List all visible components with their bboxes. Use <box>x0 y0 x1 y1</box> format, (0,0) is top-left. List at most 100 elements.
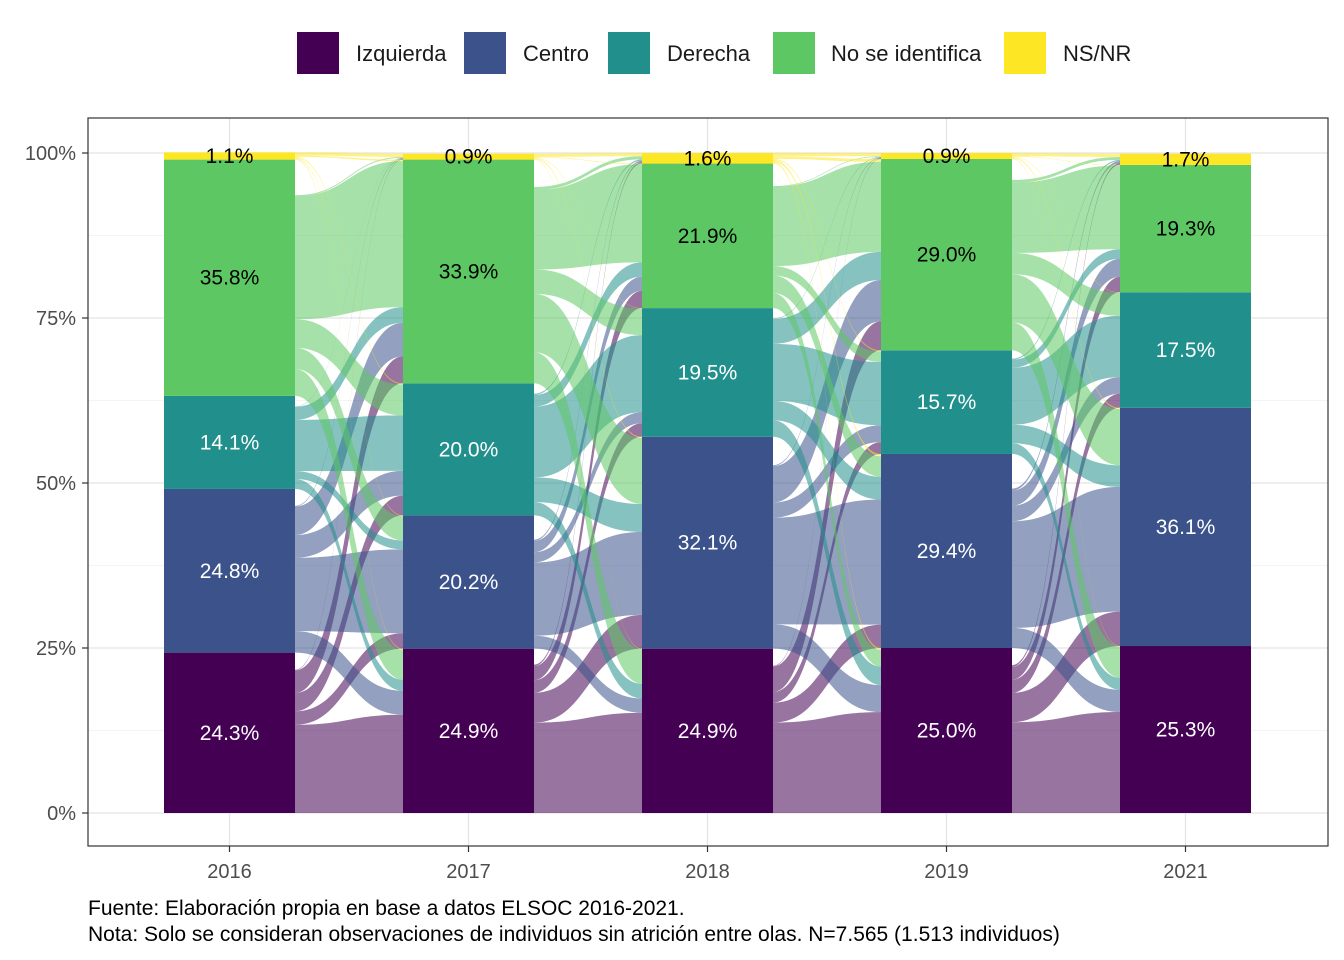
flow-ns-nr-to-centro <box>773 159 881 457</box>
flow-centro-to-centro <box>295 549 403 634</box>
bar-segment-centro-2018 <box>642 436 773 649</box>
flow-ns-nr-to-izquierda <box>295 158 403 650</box>
flow-no-se-identifica-to-ns-nr <box>295 156 403 197</box>
data-label-ns-nr-2016: 1.1% <box>206 145 254 168</box>
caption-source: Fuente: Elaboración propia en base a dat… <box>88 897 685 920</box>
flow-ns-nr-to-no-se-identifica <box>1012 156 1120 166</box>
data-label-derecha-2018: 19.5% <box>678 361 738 384</box>
flow-derecha-to-centro <box>1012 424 1120 487</box>
flow-ns-nr-to-no-se-identifica <box>534 156 642 165</box>
flow-ns-nr-to-centro <box>1012 157 1120 409</box>
flow-derecha-to-izquierda <box>1012 443 1120 690</box>
legend-label-izquierda: Izquierda <box>356 41 447 66</box>
x-tick-label-2016: 2016 <box>207 861 252 883</box>
flow-izquierda-to-izquierda <box>1012 712 1120 813</box>
bar-segment-derecha-2019 <box>881 350 1012 454</box>
data-label-izquierda-2017: 24.9% <box>439 720 499 743</box>
flow-izquierda-to-izquierda <box>534 712 642 813</box>
data-label-izquierda-2021: 25.3% <box>1156 719 1216 742</box>
data-label-no-se-identifica-2017: 33.9% <box>439 260 499 283</box>
legend-label-ns-nr: NS/NR <box>1063 41 1132 66</box>
flow-centro-to-izquierda <box>773 624 881 713</box>
bar-segment-derecha-2021 <box>1120 292 1251 408</box>
flow-izquierda-to-izquierda <box>295 714 403 813</box>
data-label-izquierda-2018: 24.9% <box>678 720 738 743</box>
flow-no-se-identifica-to-ns-nr <box>773 156 881 187</box>
flow-ns-nr-to-ns-nr <box>534 153 642 157</box>
data-label-ns-nr-2019: 0.9% <box>923 145 971 168</box>
bar-segment-izquierda-2017 <box>403 648 534 813</box>
y-tick-label: 50% <box>36 473 76 495</box>
flow-no-se-identifica-to-no-se-identifica <box>773 161 881 267</box>
bar-segment-centro-2016 <box>164 488 295 653</box>
flow-derecha-to-ns-nr <box>534 159 642 395</box>
flow-centro-to-centro <box>773 499 881 625</box>
flow-derecha-to-no-se-identifica <box>1012 249 1120 368</box>
bar-segment-no-se-identifica-2017 <box>403 159 534 384</box>
bar-segment-izquierda-2021 <box>1120 646 1251 813</box>
caption: Fuente: Elaboración propia en base a dat… <box>88 896 1060 948</box>
flow-centro-to-ns-nr <box>1012 160 1120 491</box>
data-label-izquierda-2016: 24.3% <box>200 722 260 745</box>
bar-segment-ns-nr-2019 <box>881 153 1012 159</box>
bar-segment-ns-nr-2021 <box>1120 153 1251 165</box>
bar-segment-izquierda-2018 <box>642 648 773 813</box>
flow-no-se-identifica-to-no-se-identifica <box>295 161 403 320</box>
x-tick-label-2017: 2017 <box>446 861 491 883</box>
flow-no-se-identifica-to-izquierda <box>534 352 642 684</box>
flow-no-se-identifica-to-centro <box>295 347 403 541</box>
data-label-centro-2018: 32.1% <box>678 532 738 555</box>
flow-ns-nr-to-centro <box>534 157 642 439</box>
flow-centro-to-ns-nr <box>295 158 403 507</box>
flow-no-se-identifica-to-derecha <box>534 269 642 336</box>
flow-centro-to-centro <box>1012 486 1120 628</box>
flow-ns-nr-to-izquierda <box>534 159 642 650</box>
bar-segment-izquierda-2016 <box>164 652 295 813</box>
data-label-no-se-identifica-2018: 21.9% <box>678 225 738 248</box>
y-tick-label: 0% <box>47 803 76 825</box>
legend-swatch-izquierda <box>297 32 339 74</box>
bar-segment-centro-2017 <box>403 515 534 649</box>
flow-no-se-identifica-to-centro <box>534 293 642 504</box>
flow-no-se-identifica-to-no-se-identifica <box>1012 165 1120 253</box>
y-tick-label: 75% <box>36 308 76 330</box>
flow-no-se-identifica-to-ns-nr <box>1012 156 1120 183</box>
flow-centro-to-izquierda <box>534 635 642 713</box>
flow-ns-nr-to-no-se-identifica <box>773 156 881 162</box>
bar-segment-derecha-2016 <box>164 395 295 489</box>
bar-segment-ns-nr-2016 <box>164 152 295 160</box>
flow-ns-nr-to-izquierda <box>1012 158 1120 647</box>
bar-segment-no-se-identifica-2019 <box>881 158 1012 351</box>
bar-segment-no-se-identifica-2021 <box>1120 164 1251 293</box>
axes: 0% 25% 50% 75% 100% 2016 2017 2018 2019 2021 <box>25 143 1208 883</box>
bar-segment-no-se-identifica-2018 <box>642 163 773 309</box>
y-tick-label: 100% <box>25 143 76 165</box>
flow-no-se-identifica-to-izquierda <box>773 293 881 667</box>
data-label-centro-2016: 24.8% <box>200 560 260 583</box>
legend-swatch-derecha <box>608 32 650 74</box>
flow-no-se-identifica-to-no-se-identifica <box>534 164 642 270</box>
flow-ns-nr-to-ns-nr <box>773 153 881 157</box>
flow-no-se-identifica-to-derecha <box>773 266 881 362</box>
x-tick-label-2019: 2019 <box>924 861 969 883</box>
flow-izquierda-to-izquierda <box>773 712 881 813</box>
flow-ns-nr-to-derecha <box>773 158 881 352</box>
x-tick-label-2021: 2021 <box>1163 861 1208 883</box>
data-labels: 24.3% 24.8% 14.1% 35.8% 1.1% 24.9% 20.2% 20.0% 3… <box>200 145 1216 745</box>
flow-no-se-identifica-to-izquierda <box>1012 322 1120 678</box>
x-tick-label-2018: 2018 <box>685 861 730 883</box>
data-label-ns-nr-2021: 1.7% <box>1162 148 1210 171</box>
flow-centro-to-izquierda <box>295 631 403 715</box>
data-label-derecha-2019: 15.7% <box>917 391 977 414</box>
flow-derecha-to-izquierda <box>534 502 642 699</box>
y-tick-label: 25% <box>36 638 76 660</box>
bar-segment-ns-nr-2017 <box>403 153 534 160</box>
bar-segment-centro-2019 <box>881 453 1012 648</box>
data-label-no-se-identifica-2019: 29.0% <box>917 244 977 267</box>
bar-segment-centro-2021 <box>1120 407 1251 647</box>
data-label-centro-2021: 36.1% <box>1156 516 1216 539</box>
legend-swatch-ns-nr <box>1004 32 1046 74</box>
flow-no-se-identifica-to-derecha <box>295 319 403 416</box>
caption-note: Nota: Solo se consideran observaciones d… <box>88 923 1060 946</box>
